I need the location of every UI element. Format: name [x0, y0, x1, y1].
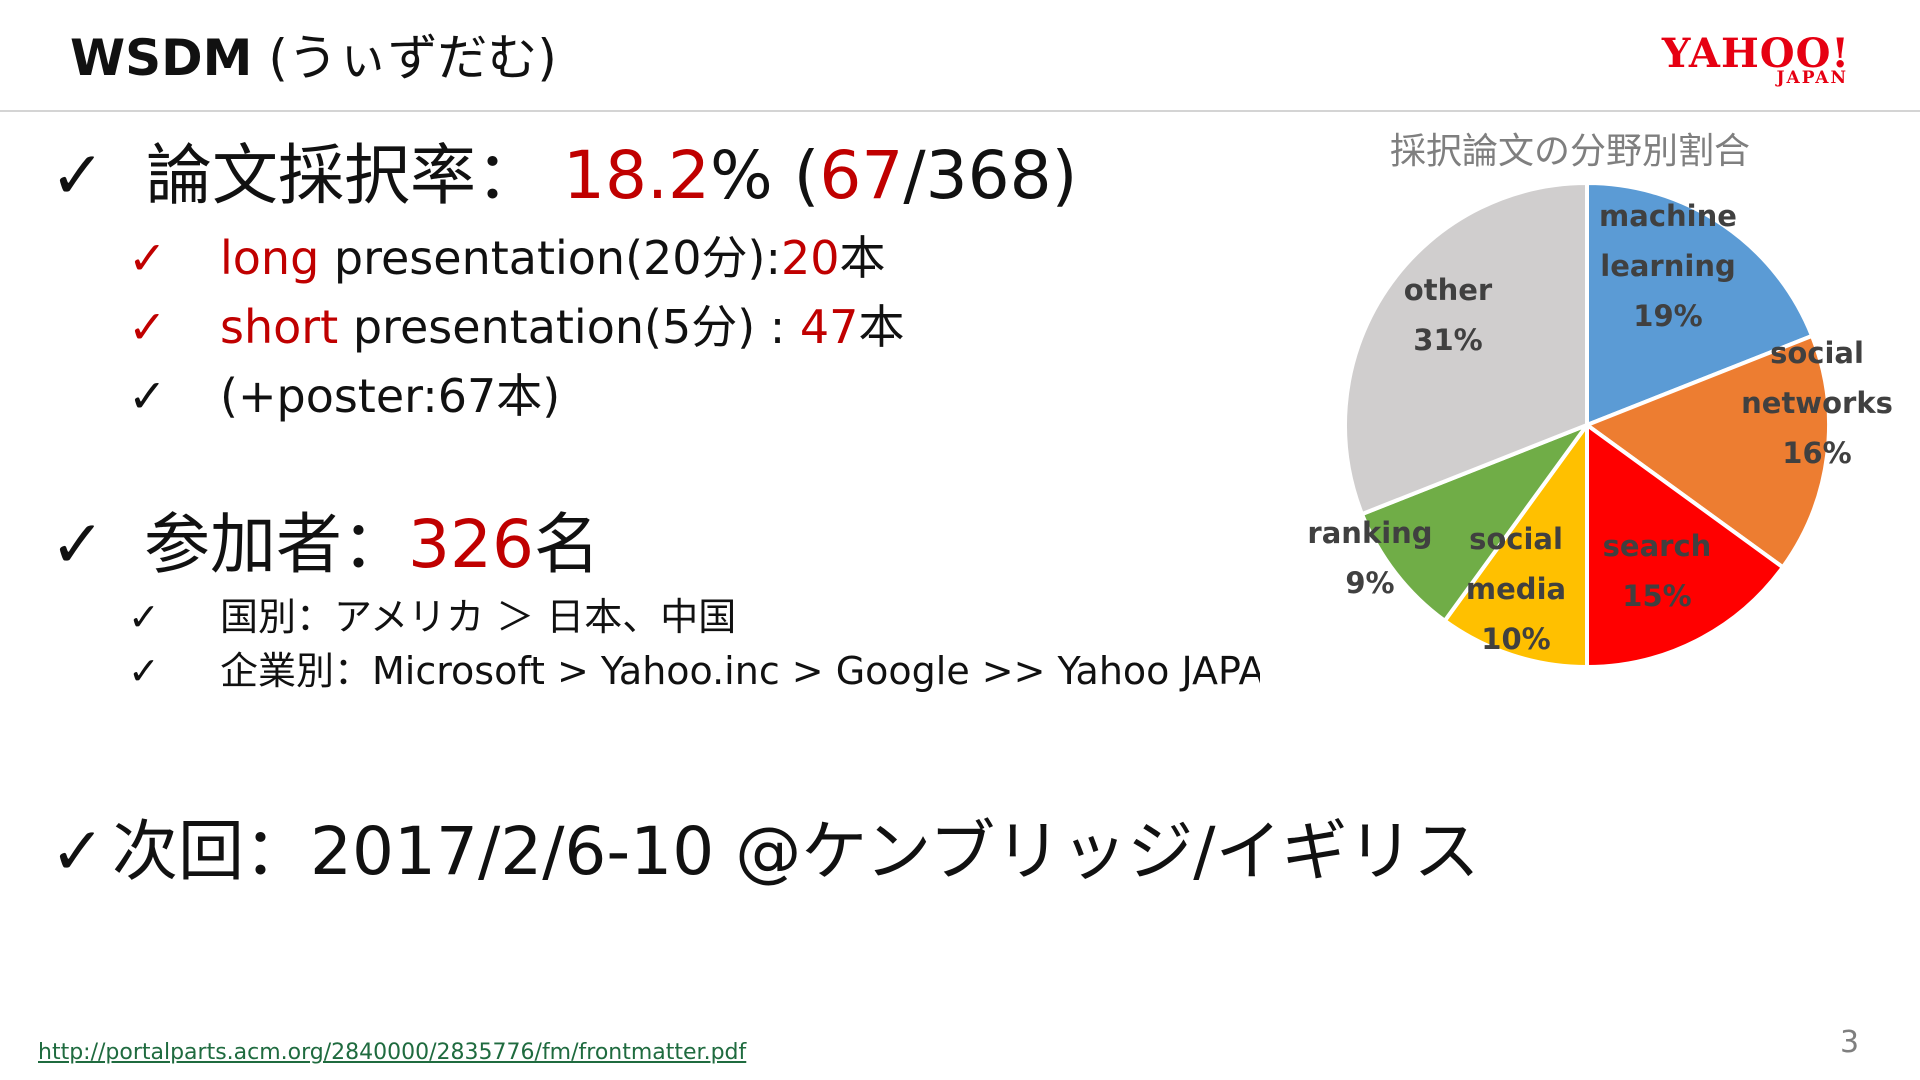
- acceptance-rate-line: 論文採択率： 18.2% (67/368): [146, 136, 1077, 216]
- logo-word: YAHOO!: [1661, 30, 1850, 77]
- check-mark-icon: ✓: [128, 649, 160, 693]
- by-country-line: 国別：アメリカ ＞ 日本、中国: [220, 595, 737, 639]
- pie-label-search: search 15%: [1603, 529, 1712, 613]
- acceptance-rate-suffix: % (: [709, 137, 820, 214]
- title-main: WSDM: [70, 29, 253, 87]
- check-mark-icon: ✓: [128, 369, 167, 423]
- pie-slice-ranking: [1359, 420, 1593, 624]
- participants-count: 326: [408, 506, 534, 583]
- pie-label-social-media: social media 10%: [1466, 522, 1566, 656]
- pie-label-ranking: ranking 9%: [1307, 516, 1432, 600]
- short-label: short: [220, 300, 339, 354]
- pie-slice-search: [1585, 421, 1786, 670]
- chart-title: 採択論文の分野別割合: [1390, 131, 1750, 172]
- field-distribution-chart: 採択論文の分野別割合 machine learning 19% social netwo…: [1300, 118, 1920, 718]
- participants-label: 参加者：: [144, 506, 408, 583]
- accepted-count: 67: [819, 137, 904, 214]
- yahoo-japan-logo: YAHOO! JAPAN: [1656, 32, 1856, 90]
- poster-line: (+poster:67本): [220, 369, 561, 423]
- pie-label-other: other 31%: [1404, 273, 1493, 357]
- long-unit: 本: [839, 231, 886, 285]
- pie-slice-machine-learning: [1585, 180, 1815, 428]
- check-mark-icon: ✓: [50, 137, 106, 214]
- short-unit: 本: [858, 300, 905, 354]
- check-mark-icon: ✓: [128, 300, 167, 354]
- pie-slice-other: [1343, 180, 1589, 517]
- check-mark-icon: ✓: [50, 506, 106, 583]
- long-text: presentation(20分):: [319, 231, 781, 285]
- by-company-line: 企業別：Microsoft > Yahoo.inc > Google >> Ya…: [220, 649, 1260, 693]
- acceptance-label: 論文採択率：: [146, 137, 542, 214]
- pie-label-social-networks: social networks 16%: [1741, 336, 1893, 470]
- slide-header: WSDM (うぃずだむ) YAHOO! JAPAN: [0, 0, 1920, 112]
- check-mark-icon: ✓: [128, 595, 160, 639]
- source-link[interactable]: http://portalparts.acm.org/2840000/28357…: [38, 1040, 747, 1065]
- title-sub: (うぃずだむ): [268, 29, 557, 87]
- long-presentation-line: long presentation(20分):20本: [220, 228, 886, 288]
- long-label: long: [220, 231, 320, 285]
- pie-slice-social-networks: [1582, 333, 1831, 571]
- logo-sub: JAPAN: [1776, 68, 1848, 88]
- pie-label-machine-learning: machine learning 19%: [1599, 199, 1737, 333]
- participants-line: 参加者：326名: [144, 505, 600, 585]
- pie-chart-svg: 採択論文の分野別割合 machine learning 19%social netwo…: [1307, 131, 1893, 670]
- short-text: presentation(5分) :: [338, 300, 800, 354]
- page-number: 3: [1840, 1025, 1860, 1060]
- next-conference-line: 次回：2017/2/6-10 @ケンブリッジ/イギリス: [112, 813, 1480, 890]
- short-count: 47: [799, 300, 859, 354]
- check-mark-icon: ✓: [50, 813, 106, 890]
- pie-slice-social-media: [1441, 418, 1589, 670]
- acceptance-rate-value: 18.2: [562, 137, 710, 214]
- participants-unit: 名: [533, 506, 600, 583]
- check-mark-icon: ✓: [128, 231, 167, 285]
- slide-title: WSDM (うぃずだむ): [70, 28, 557, 88]
- short-presentation-line: short presentation(5分) : 47本: [220, 297, 904, 357]
- long-count: 20: [781, 231, 840, 285]
- total-submissions: /368): [903, 137, 1078, 214]
